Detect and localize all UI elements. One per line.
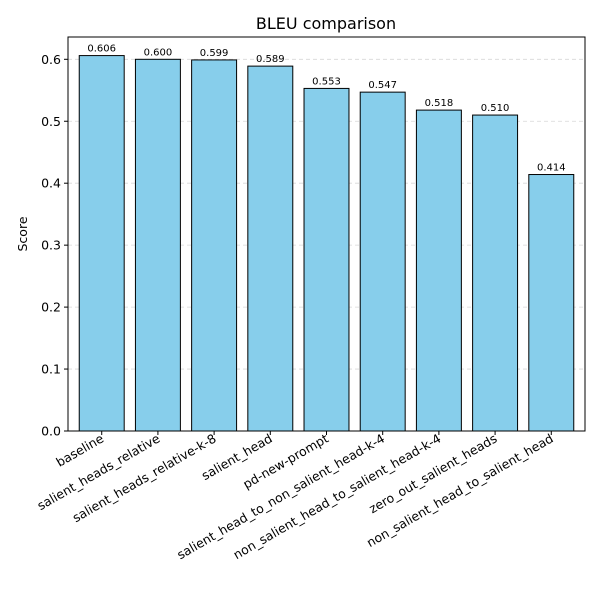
y-axis-ticks: 0.0 0.1 0.2 0.3 0.4 0.5 0.6 bbox=[41, 52, 68, 439]
bar-zero_out_salient_heads bbox=[472, 114, 519, 432]
y-tick-label: 0.3 bbox=[41, 238, 61, 253]
value-label: 0.547 bbox=[368, 80, 397, 91]
y-tick-label: 0.4 bbox=[41, 176, 61, 191]
y-tick-label: 0.5 bbox=[41, 114, 61, 129]
value-label: 0.599 bbox=[200, 48, 229, 59]
bar-baseline bbox=[78, 55, 125, 432]
plot-frame bbox=[67, 36, 586, 432]
value-label: 0.553 bbox=[312, 76, 341, 87]
chart-title: BLEU comparison bbox=[256, 14, 396, 33]
value-label: 0.510 bbox=[481, 103, 510, 114]
y-tick-label: 0.1 bbox=[41, 362, 61, 377]
bar-salient_head_to_non_salient_head-k-4 bbox=[359, 91, 406, 432]
value-label: 0.589 bbox=[256, 54, 285, 65]
bar-salient_head bbox=[247, 65, 294, 432]
bar-non_salient_head_to_salient_head bbox=[528, 174, 575, 432]
value-label: 0.600 bbox=[144, 47, 173, 58]
y-tick-label: 0.0 bbox=[41, 424, 61, 439]
value-label: 0.606 bbox=[87, 44, 116, 55]
value-label: 0.518 bbox=[425, 98, 454, 109]
bar-salient_heads_relative-k-8 bbox=[191, 59, 238, 432]
y-tick-label: 0.6 bbox=[41, 52, 61, 67]
bar-salient_heads_relative bbox=[134, 58, 181, 432]
bar-non_salient_head_to_salient_head-k-4 bbox=[415, 109, 462, 432]
bars bbox=[78, 55, 575, 432]
y-axis-label: Score bbox=[15, 216, 30, 251]
value-labels: 0.606 0.600 0.599 0.589 0.553 0.547 0.518 0.510… bbox=[87, 44, 565, 174]
value-label: 0.414 bbox=[537, 163, 566, 174]
y-tick-label: 0.2 bbox=[41, 300, 61, 315]
bar-pd-new-prompt bbox=[303, 87, 350, 432]
x-axis-ticks: baselinesalient_heads_relativesalient_he… bbox=[35, 430, 556, 562]
